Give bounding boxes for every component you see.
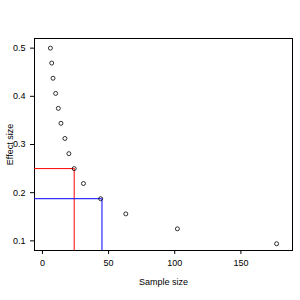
svg-text:0.2: 0.2	[13, 188, 26, 198]
svg-text:100: 100	[167, 258, 182, 268]
svg-text:0.1: 0.1	[13, 236, 26, 246]
svg-text:0.3: 0.3	[13, 139, 26, 150]
svg-text:Effect size: Effect size	[5, 124, 15, 165]
svg-text:150: 150	[233, 258, 248, 268]
svg-text:Sample size: Sample size	[139, 277, 188, 287]
svg-text:0.4: 0.4	[13, 91, 26, 101]
svg-text:50: 50	[104, 258, 114, 268]
svg-text:0: 0	[40, 258, 45, 268]
svg-text:0.5: 0.5	[13, 43, 26, 53]
